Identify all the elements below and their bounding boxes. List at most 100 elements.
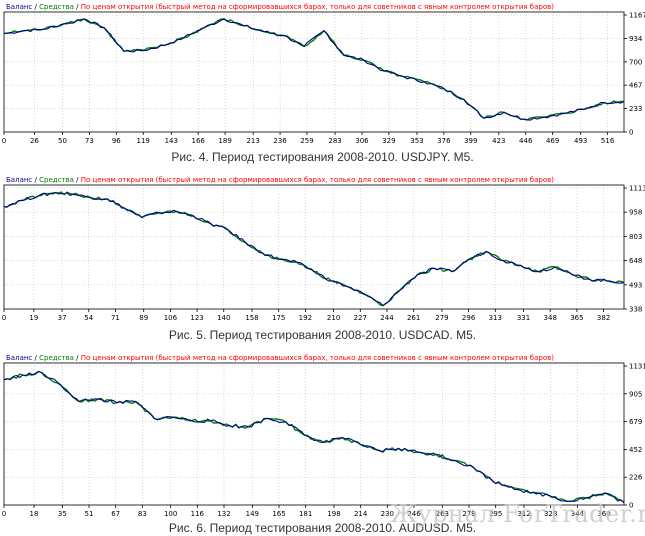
chart-usdjpy: Баланс / Средства / По ценам открытия (б… xyxy=(2,3,645,145)
x-tick-label: 181 xyxy=(299,510,312,518)
x-tick-label: 132 xyxy=(217,510,230,518)
y-tick-label: 803 xyxy=(629,233,642,241)
legend-balance-usdjpy: Баланс xyxy=(6,3,35,11)
legend-separator-usdcad: / xyxy=(76,176,81,184)
legend-separator-usdcad: / xyxy=(35,176,40,184)
y-tick-label: 0 xyxy=(629,502,633,510)
x-tick-label: 214 xyxy=(354,510,368,518)
x-tick-label: 365 xyxy=(570,314,583,322)
legend-separator-audusd: / xyxy=(35,354,40,362)
x-tick-label: 189 xyxy=(218,137,231,145)
y-tick-label: 467 xyxy=(629,82,642,90)
legend-note-audusd: По ценам открытия (быстрый метод на сфор… xyxy=(81,354,555,362)
legend-audusd: Баланс / Средства / По ценам открытия (б… xyxy=(6,354,554,362)
x-tick-label: 344 xyxy=(571,510,585,518)
equity-line-audusd xyxy=(3,370,625,504)
y-tick-label: 233 xyxy=(629,105,642,113)
chart-panel-audusd: Баланс / Средства / По ценам открытия (б… xyxy=(0,351,645,536)
x-tick-label: 0 xyxy=(2,510,6,518)
x-tick-label: 116 xyxy=(191,510,205,518)
y-tick-label: 226 xyxy=(629,474,643,482)
plot-area-border xyxy=(3,362,625,506)
x-tick-label: 149 xyxy=(246,510,259,518)
x-tick-label: 54 xyxy=(84,314,93,322)
x-tick-label: 119 xyxy=(137,137,150,145)
x-tick-label: 158 xyxy=(245,314,258,322)
x-tick-label: 227 xyxy=(354,314,367,322)
y-tick-label: 1167 xyxy=(629,12,645,20)
x-tick-label: 263 xyxy=(436,510,449,518)
x-tick-label: 446 xyxy=(519,137,533,145)
x-tick-label: 399 xyxy=(464,137,477,145)
watermark-text: Журнал ForTrader.ru xyxy=(390,500,645,528)
x-tick-label: 50 xyxy=(58,137,67,145)
x-tick-label: 35 xyxy=(58,510,67,518)
y-tick-label: 1113 xyxy=(629,185,645,193)
x-tick-label: 213 xyxy=(246,137,259,145)
balance-line-usdcad xyxy=(3,192,625,307)
x-tick-label: 210 xyxy=(327,314,340,322)
x-tick-label: 261 xyxy=(407,314,420,322)
legend-separator-usdjpy: / xyxy=(76,3,81,11)
x-tick-label: 19 xyxy=(29,314,38,322)
chart-caption-usdjpy: Рис. 4. Период тестирования 2008-2010. U… xyxy=(171,150,474,164)
legend-usdcad: Баланс / Средства / По ценам открытия (б… xyxy=(6,176,554,184)
y-tick-label: 905 xyxy=(629,390,642,398)
x-tick-label: 312 xyxy=(517,510,530,518)
legend-balance-audusd: Баланс xyxy=(6,354,35,362)
y-tick-label: 700 xyxy=(629,58,642,66)
x-tick-label: 192 xyxy=(299,314,312,322)
x-tick-label: 296 xyxy=(462,314,476,322)
x-tick-label: 0 xyxy=(2,137,6,145)
legend-separator-audusd: / xyxy=(76,354,81,362)
x-tick-label: 423 xyxy=(492,137,505,145)
x-tick-label: 18 xyxy=(30,510,39,518)
x-tick-label: 353 xyxy=(410,137,423,145)
x-tick-label: 469 xyxy=(546,137,559,145)
x-tick-label: 123 xyxy=(190,314,203,322)
y-tick-label: 1131 xyxy=(629,363,645,371)
y-tick-label: 934 xyxy=(629,35,643,43)
x-tick-label: 143 xyxy=(165,137,178,145)
legend-equity-usdjpy: Средства xyxy=(39,3,76,11)
chart-panel-usdjpy: Баланс / Средства / По ценам открытия (б… xyxy=(0,0,645,165)
chart-audusd: Баланс / Средства / По ценам открытия (б… xyxy=(2,354,645,518)
equity-line-usdcad xyxy=(3,191,625,307)
plot-area-border xyxy=(3,11,625,133)
y-tick-label: 648 xyxy=(629,257,642,265)
x-tick-label: 360 xyxy=(597,510,610,518)
legend-note-usdcad: По ценам открытия (быстрый метод на сфор… xyxy=(81,176,555,184)
y-tick-label: 958 xyxy=(629,209,642,217)
chart-caption-audusd: Рис. 6. Период тестирования 2008-2010. A… xyxy=(168,521,477,535)
x-tick-label: 376 xyxy=(437,137,451,145)
plot-area-border xyxy=(3,184,625,310)
x-tick-label: 67 xyxy=(111,510,120,518)
x-tick-label: 236 xyxy=(273,137,287,145)
x-tick-label: 246 xyxy=(407,510,421,518)
x-tick-label: 328 xyxy=(544,510,557,518)
x-tick-label: 230 xyxy=(381,510,394,518)
x-tick-label: 283 xyxy=(328,137,341,145)
chart-caption-usdcad: Рис. 5. Период тестирования 2008-2010. U… xyxy=(168,328,477,342)
x-tick-label: 348 xyxy=(544,314,557,322)
x-tick-label: 306 xyxy=(355,137,369,145)
x-tick-label: 382 xyxy=(597,314,610,322)
balance-line-audusd xyxy=(3,370,625,504)
y-tick-label: 452 xyxy=(629,446,642,454)
legend-balance-usdcad: Баланс xyxy=(6,176,35,184)
x-tick-label: 26 xyxy=(30,137,39,145)
legend-note-usdjpy: По ценам открытия (быстрый метод на сфор… xyxy=(81,3,555,11)
equity-line-usdjpy xyxy=(3,18,625,121)
x-tick-label: 51 xyxy=(85,510,94,518)
x-tick-label: 244 xyxy=(380,314,394,322)
x-tick-label: 175 xyxy=(272,314,285,322)
y-tick-label: 338 xyxy=(629,306,642,314)
x-tick-label: 83 xyxy=(138,510,147,518)
x-tick-label: 71 xyxy=(111,314,120,322)
balance-line-usdjpy xyxy=(3,18,625,121)
x-tick-label: 279 xyxy=(462,510,475,518)
legend-equity-audusd: Средства xyxy=(39,354,76,362)
x-tick-label: 140 xyxy=(217,314,230,322)
x-tick-label: 166 xyxy=(192,137,206,145)
legend-usdjpy: Баланс / Средства / По ценам открытия (б… xyxy=(6,3,554,11)
